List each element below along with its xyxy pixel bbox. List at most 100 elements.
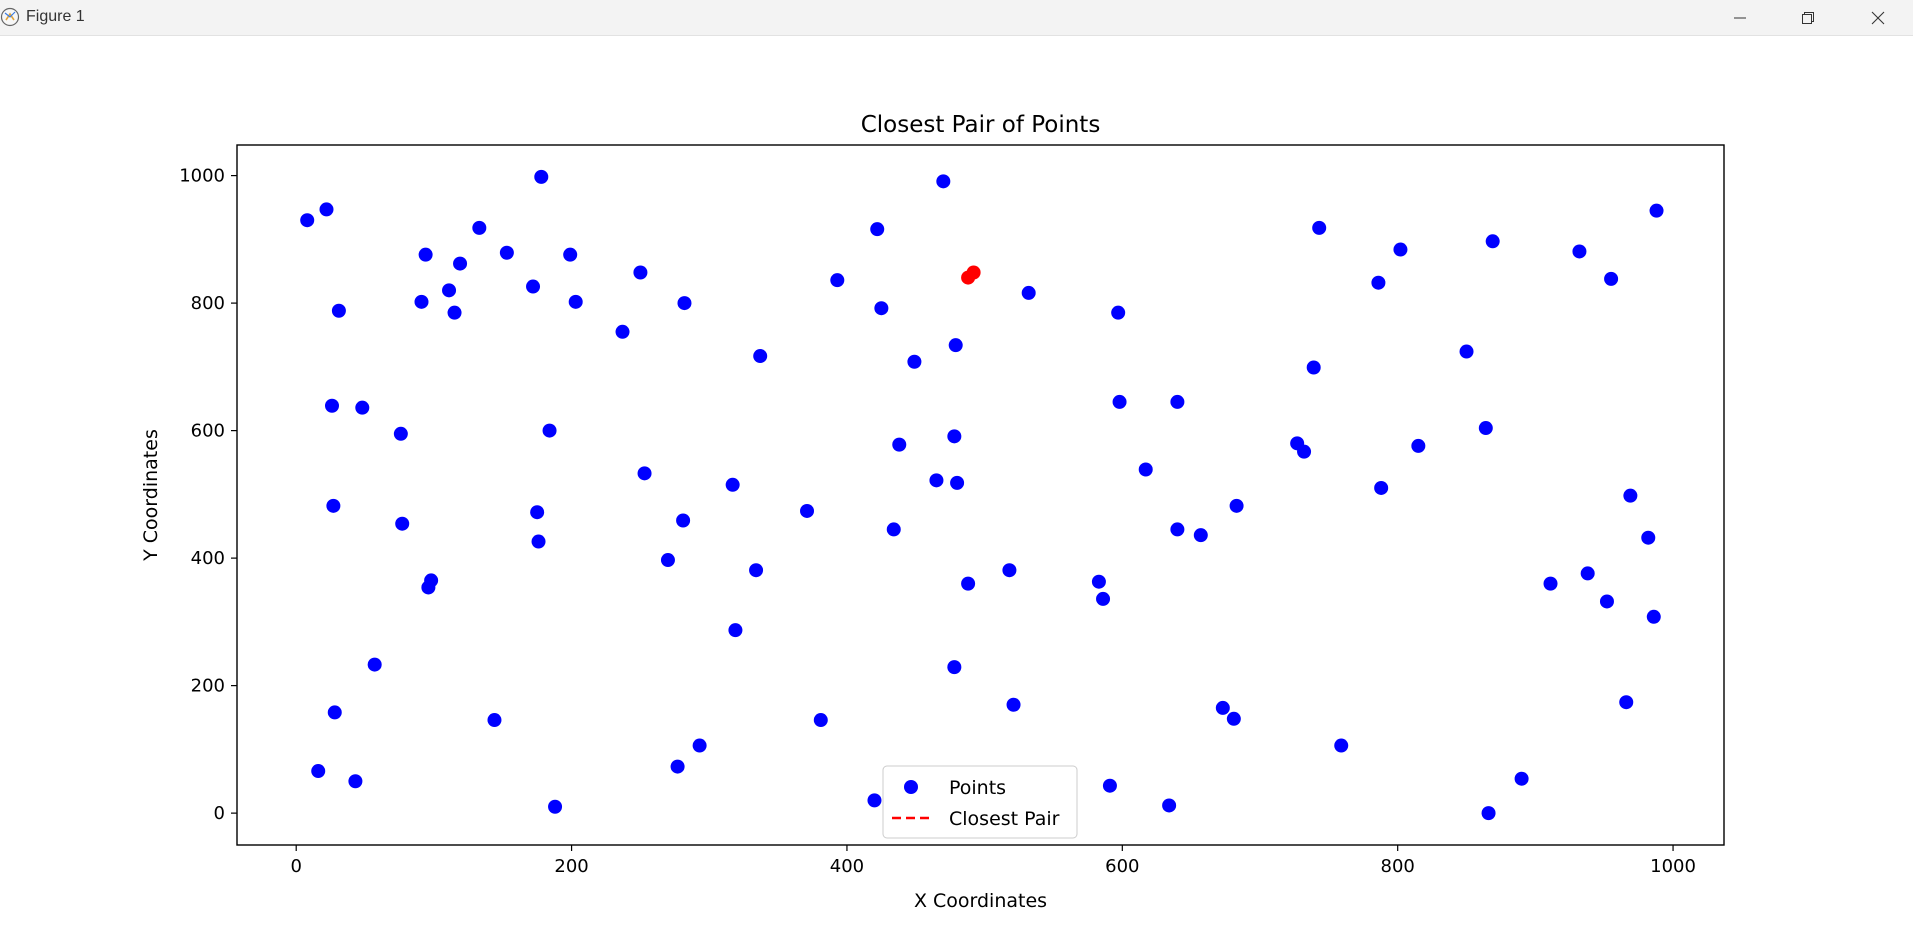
data-point	[1623, 488, 1638, 503]
app-icon	[0, 7, 20, 27]
y-tick-label: 600	[191, 421, 225, 442]
data-point	[393, 426, 408, 441]
minimize-button[interactable]	[1705, 0, 1775, 35]
data-point	[300, 213, 315, 228]
data-point	[526, 279, 541, 294]
window-title: Figure 1	[26, 8, 85, 25]
data-point	[1619, 695, 1634, 710]
data-point	[1334, 738, 1349, 753]
data-point	[1599, 594, 1614, 609]
data-point	[1138, 462, 1153, 477]
data-point	[870, 222, 885, 237]
data-point	[447, 305, 462, 320]
data-point	[676, 513, 691, 528]
data-point	[1312, 220, 1327, 235]
data-point	[442, 283, 457, 298]
data-point	[319, 202, 334, 217]
data-point	[1297, 444, 1312, 459]
data-point	[725, 477, 740, 492]
data-point	[1021, 285, 1036, 300]
data-point	[1170, 394, 1185, 409]
data-point	[961, 576, 976, 591]
data-point	[670, 759, 685, 774]
data-point	[348, 774, 363, 789]
x-tick-label: 200	[554, 856, 588, 877]
data-point	[753, 349, 768, 364]
data-point	[1411, 438, 1426, 453]
scatter-chart: Closest Pair of Points X Coordinates Y Coo…	[140, 112, 1725, 912]
data-point	[1374, 480, 1389, 495]
data-point	[531, 534, 546, 549]
plot-frame	[236, 144, 1725, 846]
data-point	[677, 296, 692, 311]
data-point	[728, 623, 743, 638]
data-point	[1162, 798, 1177, 813]
data-point	[424, 573, 439, 588]
y-tick-label: 200	[191, 676, 225, 697]
data-point	[637, 466, 652, 481]
data-point	[1371, 275, 1386, 290]
chart-title: Closest Pair of Points	[861, 112, 1101, 138]
data-point	[1459, 344, 1474, 359]
x-tick-label: 600	[1105, 856, 1139, 877]
data-point	[487, 713, 502, 728]
data-point	[395, 516, 410, 531]
data-point	[1649, 203, 1664, 218]
x-tick-label: 0	[290, 856, 301, 877]
window-titlebar: Figure 1	[0, 0, 1913, 36]
legend-label-points: Points	[949, 777, 1006, 799]
data-point	[542, 423, 557, 438]
legend-label-closest-pair: Closest Pair	[949, 808, 1060, 830]
data-point	[1111, 305, 1126, 320]
data-point	[950, 475, 965, 490]
data-point	[1646, 609, 1661, 624]
closest-pair-line	[967, 271, 975, 279]
data-point	[615, 324, 630, 339]
data-point	[1393, 242, 1408, 257]
legend-box	[882, 765, 1078, 839]
data-point	[563, 247, 578, 262]
data-point	[1102, 778, 1117, 793]
data-point	[1485, 234, 1500, 249]
data-point	[929, 473, 944, 488]
data-point	[472, 220, 487, 235]
data-point	[800, 503, 815, 518]
data-point	[1572, 244, 1587, 259]
y-axis-label: Y Coordinates	[140, 429, 162, 562]
data-point	[1580, 566, 1595, 581]
data-point	[886, 522, 901, 537]
data-point	[311, 764, 326, 779]
data-point	[660, 553, 675, 568]
x-tick-label: 800	[1381, 856, 1415, 877]
data-point	[499, 245, 514, 260]
data-point	[1604, 271, 1619, 286]
data-point	[892, 437, 907, 452]
minimize-icon	[1734, 17, 1746, 18]
data-point	[1641, 530, 1656, 545]
data-point	[1478, 421, 1493, 436]
x-axis-label: X Coordinates	[914, 890, 1047, 912]
data-point	[1481, 806, 1496, 821]
y-tick-label: 800	[191, 293, 225, 314]
data-point	[936, 174, 951, 189]
data-point	[692, 738, 707, 753]
data-point	[1306, 360, 1321, 375]
data-point	[1229, 498, 1244, 513]
y-tick-label: 0	[214, 803, 225, 824]
data-point	[355, 400, 370, 415]
restore-icon	[1802, 11, 1814, 24]
close-icon	[1871, 11, 1885, 24]
data-point	[367, 657, 382, 672]
data-point	[874, 301, 889, 316]
data-point	[414, 294, 429, 309]
data-point	[907, 354, 922, 369]
y-tick-label: 400	[191, 548, 225, 569]
data-point	[1091, 574, 1106, 589]
restore-button[interactable]	[1773, 0, 1843, 35]
data-point	[1006, 697, 1021, 712]
data-point	[453, 256, 468, 271]
data-point	[530, 505, 545, 520]
close-button[interactable]	[1843, 0, 1913, 35]
data-point	[633, 265, 648, 280]
data-point	[1215, 700, 1230, 715]
